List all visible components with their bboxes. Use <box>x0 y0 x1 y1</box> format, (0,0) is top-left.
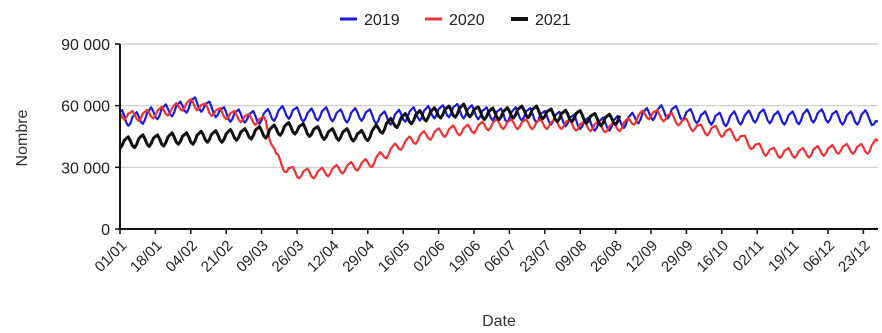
x-tick-label-7: 29/04 <box>339 237 378 276</box>
x-tick-label-14: 26/08 <box>587 237 626 276</box>
x-tick-label-17: 16/10 <box>693 237 732 276</box>
x-tick-label-4: 09/03 <box>233 237 272 276</box>
x-tick-label-5: 26/03 <box>269 237 308 276</box>
x-tick-label-9: 02/06 <box>410 237 449 276</box>
x-tick-label-3: 21/02 <box>198 237 237 276</box>
y-tick-label-3: 90 000 <box>61 37 110 54</box>
axes <box>119 44 878 230</box>
x-tick-label-16: 29/09 <box>658 237 697 276</box>
x-tick-label-15: 12/09 <box>623 237 662 276</box>
x-tick-label-10: 19/06 <box>446 237 485 276</box>
x-tick-label-13: 09/08 <box>552 237 591 276</box>
x-tick-label-20: 06/12 <box>800 237 839 276</box>
x-axis-title: Date <box>482 313 516 330</box>
x-tick-label-21: 23/12 <box>835 237 874 276</box>
x-tick-label-19: 19/11 <box>765 237 803 275</box>
x-tick-label-1: 18/01 <box>127 237 166 276</box>
series-line-2020 <box>118 97 879 180</box>
y-tick-label-2: 60 000 <box>61 99 110 116</box>
grid-lines <box>120 43 878 168</box>
y-axis-title: Nombre <box>14 109 31 166</box>
legend-label-2019: 2019 <box>364 12 400 29</box>
x-tick-labels: 01/0118/0104/0221/0209/0326/0312/0429/04… <box>92 229 874 276</box>
y-tick-label-1: 30 000 <box>61 160 110 177</box>
x-tick-label-0: 01/01 <box>92 237 131 276</box>
y-tick-labels: 0 30 000 60 000 90 000 <box>61 37 120 239</box>
chart-legend: 2019 2020 2021 <box>340 12 571 29</box>
series-lines <box>118 96 879 180</box>
x-tick-label-2: 04/02 <box>162 237 201 276</box>
x-tick-label-12: 23/07 <box>516 237 555 276</box>
x-tick-label-18: 02/11 <box>730 237 768 275</box>
y-tick-label-0: 0 <box>101 222 110 239</box>
legend-label-2020: 2020 <box>449 12 485 29</box>
x-tick-label-6: 12/04 <box>304 237 343 276</box>
legend-label-2021: 2021 <box>535 12 571 29</box>
x-tick-label-8: 16/05 <box>375 237 414 276</box>
series-line-2019 <box>119 96 879 132</box>
x-tick-label-11: 06/07 <box>481 237 520 276</box>
series-line-2021 <box>118 102 622 150</box>
